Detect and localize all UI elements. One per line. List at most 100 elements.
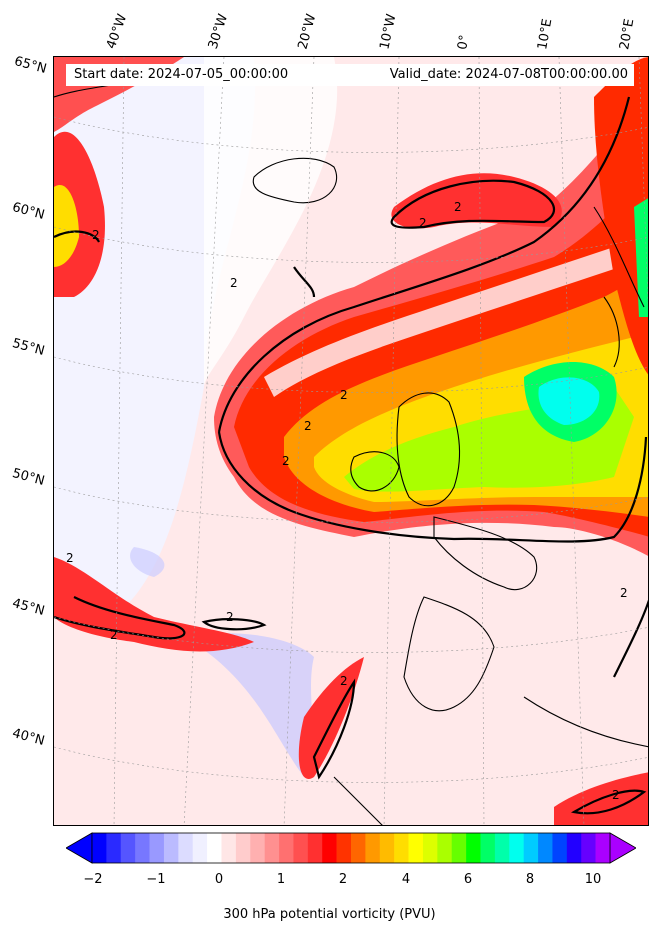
colorbar-swatch [566,833,582,863]
colorbar-swatch [163,833,179,863]
lat-label-40n: 40°N [10,726,47,749]
colorbar-tick-label: 4 [401,872,411,887]
high-pv-scandinavia [594,57,648,375]
lon-label-0: 0° [455,33,473,51]
colorbar-swatch [523,833,539,863]
contour-label: 2 [282,454,290,468]
pv-field-svg: 2 2 2 2 2 2 2 2 2 2 2 2 2 [54,57,648,825]
contour-label: 2 [92,228,100,242]
colorbar-extend-high [609,832,636,864]
colorbar-tick-label: 2 [338,872,348,887]
lon-label-20w: 20°W [295,12,320,51]
iceland-coast [252,157,338,204]
colorbar-swatch [149,833,165,863]
colorbar-swatch [264,833,280,863]
colorbar-swatch [480,833,496,863]
jet-streak-band [264,247,620,397]
colorbar-extend-low [66,832,93,864]
colorbar-swatch [379,833,395,863]
high-pv-scandinavia-core [634,198,648,317]
great-britain-coast [396,392,460,507]
france-coast [433,516,538,591]
contour-label: 2 [66,551,74,565]
colorbar-swatch [135,833,150,863]
ireland-coast [350,451,400,492]
info-bar: Start date: 2024-07-05_00:00:00 Valid_da… [66,64,634,86]
colorbar-tick-label: 0 [214,872,224,887]
start-date-text: Start date: 2024-07-05_00:00:00 [74,67,289,82]
colorbar-swatch [365,833,381,863]
lon-label-10w: 10°W [377,12,400,51]
norway-coast [593,206,645,308]
contour-label: 2 [304,419,312,433]
lon-label-30w: 30°W [205,12,232,51]
negative-pv-patch-west [130,547,165,577]
colorbar-swatch [207,833,222,863]
contour-label: 2 [340,674,348,688]
iberia-coast [403,596,495,712]
contour-label: 2 [612,788,620,802]
colorbar-swatch [451,833,467,863]
colorbar-tick-label: 8 [525,872,535,887]
colorbar-swatch [293,833,309,863]
africa-coast [333,776,383,825]
negative-pv-patch-south [184,633,314,777]
colorbar-swatch [192,833,208,863]
colorbar [66,832,636,864]
lon-label-40w: 40°W [103,12,131,51]
colorbar-swatch [351,833,366,863]
contour-label: 2 [110,628,118,642]
colorbar-tick-label: 10 [584,872,602,887]
pv-2-contour [54,96,648,815]
mediterranean-coast [523,696,648,748]
contour-label: 2 [340,388,348,402]
colorbar-swatch [466,833,481,863]
lat-label-60n: 60°N [10,200,47,223]
colorbar-swatch [552,833,568,863]
contour-labels: 2 2 2 2 2 2 2 2 2 2 2 2 2 [66,200,628,802]
lat-label-55n: 55°N [10,336,47,359]
pv-map: 2 2 2 2 2 2 2 2 2 2 2 2 2 [53,56,649,826]
lat-label-50n: 50°N [10,466,47,489]
colorbar-tick-label: 6 [463,872,473,887]
colorbar-swatch [307,833,323,863]
colorbar-swatch [394,833,409,863]
colorbar-border [91,832,611,864]
colorbar-swatch [538,833,553,863]
colorbar-tick-label: −2 [83,872,103,887]
colorbar-tick-label: 1 [276,872,286,887]
colorbar-label: 300 hPa potential vorticity (PVU) [223,907,436,922]
colorbar-swatch [422,833,438,863]
denmark-coast [603,296,620,368]
contour-label: 2 [226,610,234,624]
lon-label-10e: 10°E [535,17,556,52]
colorbar-swatch [595,833,611,863]
colorbar-swatch [408,833,424,863]
valid-date-text: Valid_date: 2024-07-08T00:00:00.00 [389,67,628,82]
high-pv-core-cyan [538,377,600,425]
lat-label-45n: 45°N [10,596,47,619]
lat-label-65n: 65°N [12,54,49,77]
contour-label: 2 [620,586,628,600]
lon-label-20e: 20°E [617,17,638,52]
contour-label: 2 [419,216,427,230]
contour-label: 2 [454,200,462,214]
colorbar-swatch [92,833,107,863]
colorbar-swatch [178,833,194,863]
contour-label: 2 [230,276,238,290]
pv-streamer-north [391,173,562,229]
colorbar-swatch [581,833,596,863]
colorbar-swatch [336,833,352,863]
colorbar-tick-label: −1 [146,872,166,887]
pv-core-northwest [54,185,79,267]
pv-filament-south [298,657,364,779]
colorbar-swatch [494,833,510,863]
colorbar-swatch [235,833,251,863]
colorbar-swatch [279,833,294,863]
colorbar-swatch [221,833,237,863]
colorbar-swatch [120,833,136,863]
colorbar-swatch [322,833,337,863]
colorbar-swatch [250,833,265,863]
graticule [54,57,648,825]
colorbar-swatch [106,833,122,863]
